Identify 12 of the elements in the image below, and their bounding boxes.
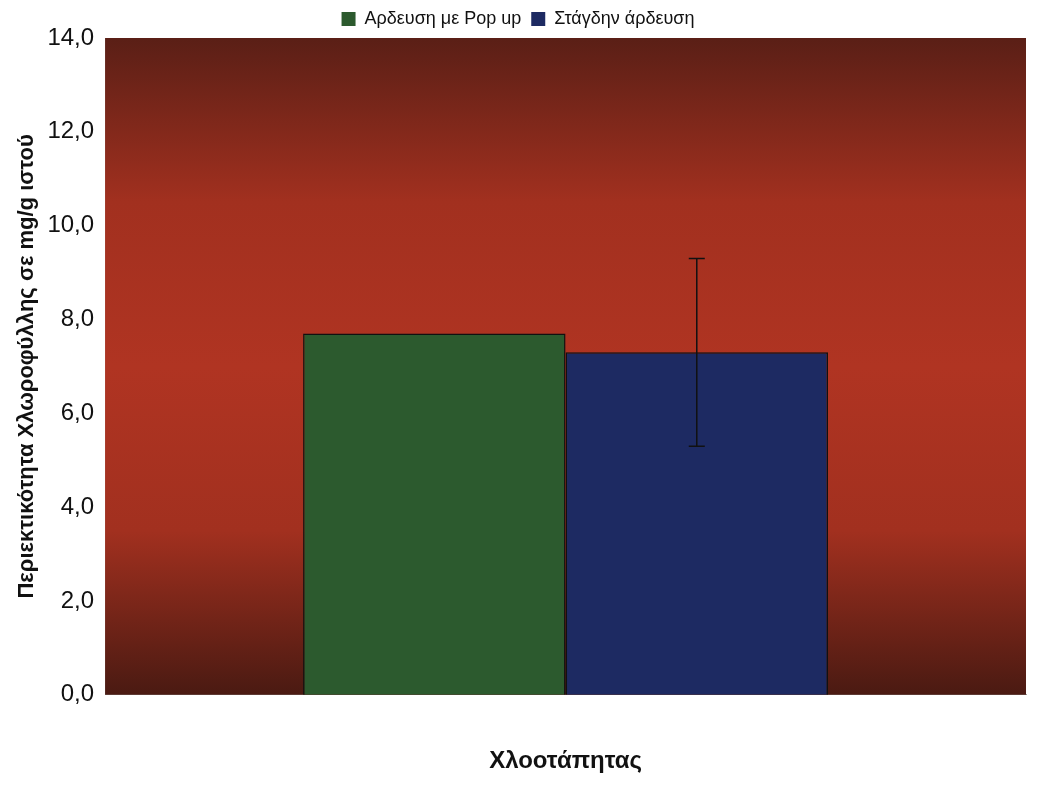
x-axis-title: Χλοοτάπητας <box>489 746 642 774</box>
legend-label: Στάγδην άρδευση <box>554 7 695 28</box>
y-tick-label: 0,0 <box>60 679 95 707</box>
y-tick-label: 2,0 <box>60 585 95 613</box>
y-tick-label: 10,0 <box>47 210 95 238</box>
y-tick-label: 6,0 <box>60 397 95 425</box>
y-tick-label: 8,0 <box>60 304 95 332</box>
legend-label: Αρδευση με Pop up <box>364 7 522 28</box>
y-tick-label: 4,0 <box>60 491 95 519</box>
y-tick-label: 12,0 <box>47 116 95 144</box>
y-tick-label: 14,0 <box>47 22 95 50</box>
y-axis-title: Περιεκτικότητα Χλωροφύλλης σε mg/g ιστού <box>13 134 39 599</box>
